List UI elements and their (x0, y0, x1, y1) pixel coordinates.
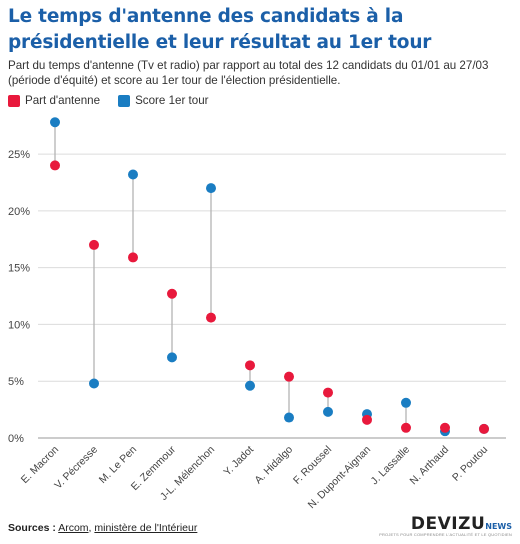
score-point (323, 406, 333, 417)
sources-separator: , (88, 522, 95, 534)
logo-tagline: PROJETS POUR COMPRENDRE L'ACTUALITÉ ET L… (379, 532, 512, 537)
part-point (167, 288, 177, 299)
legend-label-part: Part d'antenne (25, 94, 101, 107)
x-tick-label: N. Arthaud (408, 444, 452, 488)
y-tick-label: 10% (8, 319, 30, 331)
y-tick-label: 15% (8, 263, 30, 275)
legend-swatch-score (118, 94, 131, 107)
part-point (245, 360, 255, 371)
sources-label: Sources : (8, 522, 56, 534)
x-tick-label: Y. Jadot (221, 444, 256, 479)
y-tick-label: 5% (8, 376, 24, 388)
part-point (323, 387, 333, 398)
x-tick-label: A. Hidalgo (252, 444, 295, 487)
score-point (284, 412, 294, 423)
legend-label-score: Score 1er tour (135, 94, 209, 107)
sources-footer: Sources : Arcom, ministère de l'Intérieu… (8, 522, 197, 534)
source-link-arcom[interactable]: Arcom (58, 522, 89, 534)
score-point (50, 117, 60, 128)
logo-word: DEVIZU (410, 514, 486, 534)
x-tick-label: J. Lassalle (369, 444, 413, 488)
score-point (206, 183, 216, 194)
devizu-logo: DEVIZUNEWS PROJETS POUR COMPRENDRE L'ACT… (379, 514, 512, 537)
part-point (362, 414, 372, 425)
part-point (284, 371, 294, 382)
score-point (401, 397, 411, 408)
score-point (167, 352, 177, 363)
score-point (89, 378, 99, 389)
part-point (128, 252, 138, 263)
part-point (50, 160, 60, 171)
score-point (245, 380, 255, 391)
y-tick-label: 20% (8, 206, 30, 218)
source-link-interieur[interactable]: ministère de l'Intérieur (94, 522, 198, 534)
x-tick-label: P. Poutou (450, 444, 490, 484)
part-point (206, 312, 216, 323)
chart-title: Le temps d'antenne des candidats à la pr… (8, 6, 432, 53)
chart-subtitle: Part du temps d'antenne (Tv et radio) pa… (8, 59, 489, 87)
score-point (128, 169, 138, 180)
part-point (401, 422, 411, 433)
part-point (440, 422, 450, 433)
legend: Part d'antenne Score 1er tour (8, 94, 227, 107)
y-tick-label: 25% (8, 149, 30, 161)
y-tick-label: 0% (8, 433, 24, 445)
legend-item-part: Part d'antenne (8, 94, 100, 107)
legend-item-score: Score 1er tour (118, 94, 209, 107)
part-point (89, 239, 99, 250)
part-point (479, 423, 489, 434)
logo-suffix: NEWS (485, 522, 512, 531)
legend-swatch-part (8, 94, 20, 107)
